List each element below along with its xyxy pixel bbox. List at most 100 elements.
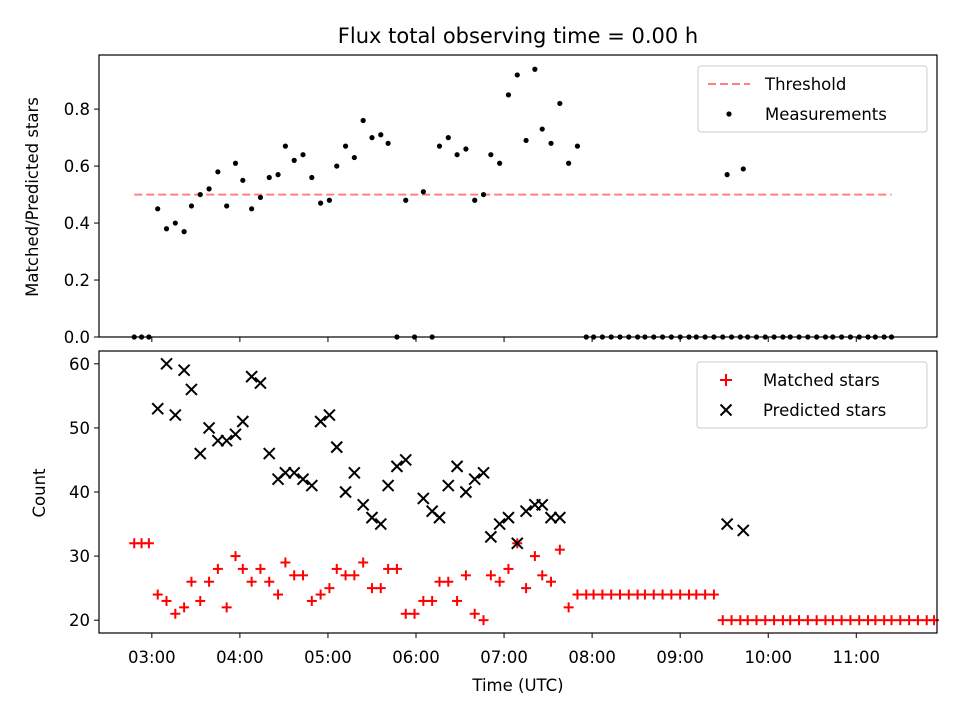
matched-star-point	[912, 615, 923, 626]
x-tick-label: 09:00	[656, 648, 704, 667]
matched-star-point	[886, 615, 897, 626]
chart-title: Flux total observing time = 0.00 h	[338, 24, 698, 48]
predicted-star-point	[468, 472, 481, 486]
matched-star-point	[204, 576, 215, 587]
predicted-star-point	[374, 517, 387, 531]
matched-star-point	[375, 583, 386, 594]
matched-star-point	[802, 615, 813, 626]
predicted-star-point	[185, 383, 198, 396]
matched-star-point	[606, 589, 617, 600]
measurement-point	[215, 169, 221, 175]
predicted-star-point	[356, 498, 370, 512]
matched-star-point	[742, 615, 753, 626]
measurement-point	[724, 172, 730, 178]
matched-star-point	[588, 589, 599, 600]
matched-star-point	[769, 615, 780, 626]
x-tick-label: 10:00	[744, 648, 792, 667]
measurements-legend-label: Measurements	[765, 105, 887, 124]
measurement-point	[420, 189, 426, 195]
x-axis-label: Time (UTC)	[471, 676, 563, 695]
measurement-point	[480, 191, 487, 198]
matched-star-point	[717, 615, 728, 626]
matched-star-point	[264, 576, 275, 587]
bottom-y-tick-label: 60	[69, 355, 90, 374]
matched-star-point	[666, 589, 677, 600]
matched-star-point	[563, 602, 574, 613]
predicted-star-point	[433, 511, 446, 524]
measurement-point	[275, 172, 281, 178]
top-legend: Threshold Measurements	[697, 65, 928, 133]
matched-star-point	[289, 570, 300, 581]
matched-star-point	[675, 589, 686, 600]
top-x-ticks	[151, 337, 857, 342]
measurement-point	[360, 117, 366, 124]
measurement-point	[291, 157, 297, 163]
measurement-point	[523, 137, 529, 144]
predicted-star-point	[417, 492, 430, 505]
top-panel: 0.00.20.40.60.8 Matched/Predicted stars …	[23, 54, 938, 347]
measurement-point	[232, 160, 239, 166]
predicted-star-point	[245, 370, 258, 383]
matched-star-point	[836, 615, 847, 626]
measurement-point	[266, 174, 272, 181]
x-tick-label: 04:00	[216, 648, 264, 667]
measurement-point	[282, 143, 288, 149]
predicted-star-point	[194, 447, 207, 460]
top-y-tick-label: 0.0	[64, 328, 90, 347]
matched-star-point	[221, 602, 232, 613]
predicted-star-point	[323, 408, 336, 422]
matched-star-point	[494, 576, 505, 587]
bottom-x-ticks: 03:00 04:00 05:00 06:00 07:00 08:00 09:00 10:00…	[128, 633, 880, 667]
matched-star-point	[863, 615, 874, 626]
bottom-plot-marks	[129, 357, 940, 626]
bottom-panel: 20 30 40 50 60 03:00 04:00 05:00 06:00 07:00 08:0…	[30, 350, 940, 695]
matched-star-point	[623, 589, 634, 600]
matched-star-point	[349, 570, 360, 581]
bottom-y-tick-label: 20	[69, 611, 90, 630]
measurement-point	[436, 143, 443, 149]
matched-star-point	[827, 615, 838, 626]
measurement-point	[172, 220, 178, 226]
top-y-axis-label: Matched/Predicted stars	[23, 97, 42, 297]
predicted-star-point	[399, 453, 412, 467]
predicted-star-point	[305, 479, 319, 492]
matched-star-point	[785, 615, 796, 626]
measurement-point	[249, 206, 255, 212]
matched-star-point	[485, 570, 496, 581]
measurement-point	[505, 92, 512, 98]
matched-star-point	[315, 589, 326, 600]
bottom-axes-frame	[98, 350, 938, 634]
predicted-star-point	[296, 472, 310, 486]
matched-star-point	[331, 563, 342, 574]
measurement-point	[155, 206, 161, 212]
measurement-point	[351, 154, 357, 161]
predicted-star-point	[177, 364, 191, 377]
predicted-star-point	[493, 517, 506, 531]
measurement-point	[326, 197, 333, 203]
measurement-point	[566, 160, 572, 166]
measurement-point	[488, 152, 494, 158]
x-tick-label: 06:00	[392, 648, 440, 667]
matched-star-point	[186, 576, 197, 587]
matched-star-point	[143, 538, 154, 549]
matched-star-point	[366, 583, 377, 594]
predicted-star-point	[330, 440, 343, 454]
measurement-point	[378, 132, 384, 138]
predicted-star-point	[202, 421, 216, 435]
bottom-legend: Matched stars Predicted stars	[696, 361, 928, 429]
bottom-y-tick-label: 30	[69, 547, 90, 566]
matched-star-point	[904, 615, 915, 626]
measurement-point	[224, 203, 230, 209]
matched-star-point	[460, 570, 471, 581]
measurement-point	[514, 72, 520, 78]
matched-star-point	[700, 589, 711, 600]
matched-star-point	[478, 615, 489, 626]
predicted-star-point	[511, 537, 524, 550]
x-tick-label: 11:00	[833, 648, 881, 667]
measurement-point	[188, 203, 195, 209]
predicted-star-point	[339, 485, 352, 499]
matched-star-point	[503, 563, 514, 574]
measurement-point	[497, 160, 503, 166]
predicted-star-point	[381, 479, 395, 492]
